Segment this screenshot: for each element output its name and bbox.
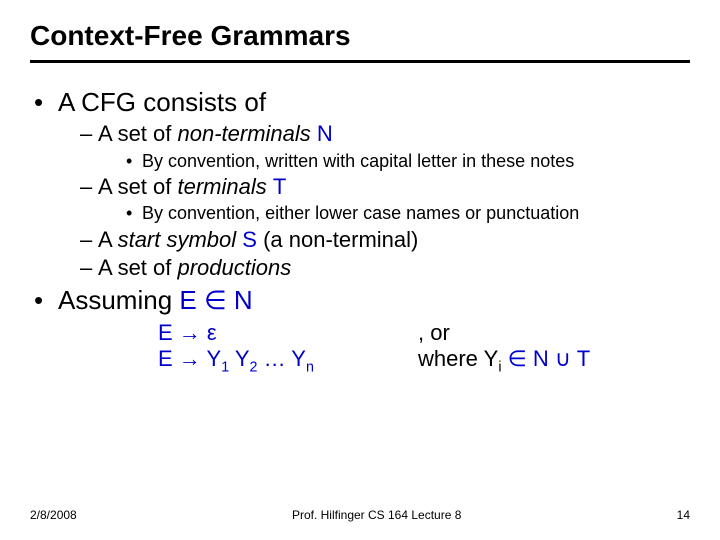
slide-footer: 2/8/2008 Prof. Hilfinger CS 164 Lecture … <box>30 508 690 522</box>
text: A <box>98 227 118 252</box>
symbol-N: N <box>317 121 333 146</box>
slide-title: Context-Free Grammars <box>30 20 690 63</box>
text: (a non-terminal) <box>257 227 418 252</box>
note-terminals: By convention, either lower case names o… <box>126 201 690 225</box>
arrow-icon: → <box>179 320 201 345</box>
expr-E: E <box>179 285 204 315</box>
text: Assuming <box>58 285 179 315</box>
where-text: where Y <box>418 346 498 371</box>
y1: Y <box>201 346 221 371</box>
em-text: start symbol <box>118 227 243 252</box>
production-row-1: E → ε , or <box>158 320 690 346</box>
set-N: N <box>533 346 555 371</box>
footer-page-number: 14 <box>677 508 690 522</box>
prod-lhs: E <box>158 320 179 345</box>
in-symbol: ∈ <box>204 285 227 315</box>
symbol-T: T <box>273 174 286 199</box>
em-text: terminals <box>178 174 273 199</box>
prod-tail: , or <box>418 320 450 346</box>
bullet-productions: A set of productions <box>80 254 690 283</box>
prod-lhs: E <box>158 346 179 371</box>
footer-center: Prof. Hilfinger CS 164 Lecture 8 <box>77 508 677 522</box>
bullet-cfg-consists: A CFG consists of A set of non-terminals… <box>30 87 690 283</box>
content-list: A CFG consists of A set of non-terminals… <box>30 87 690 375</box>
arrow-icon: → <box>179 346 201 371</box>
slide: Context-Free Grammars A CFG consists of … <box>0 0 720 540</box>
bullet-assuming: Assuming E ∈ N E → ε , or E → Y1 Y2 … Yn… <box>30 285 690 375</box>
y2: Y <box>229 346 249 371</box>
set-T: T <box>571 346 590 371</box>
symbol-S: S <box>242 227 257 252</box>
sub-1: 1 <box>221 359 229 375</box>
em-text: productions <box>178 255 292 280</box>
sub-n: n <box>306 359 314 375</box>
union-icon: ∪ <box>555 346 571 371</box>
text: A set of <box>98 255 178 280</box>
yn: … Y <box>257 346 306 371</box>
bullet-nonterminals: A set of non-terminals N By convention, … <box>80 120 690 173</box>
production-block: E → ε , or E → Y1 Y2 … Yn where Yi ∈ N ∪… <box>158 320 690 375</box>
em-text: non-terminals <box>178 121 317 146</box>
footer-date: 2/8/2008 <box>30 508 77 522</box>
text: A set of <box>98 174 178 199</box>
expr-N: N <box>227 285 253 315</box>
note-nonterminals: By convention, written with capital lett… <box>126 149 690 173</box>
bullet-terminals: A set of terminals T By convention, eith… <box>80 173 690 226</box>
production-row-2: E → Y1 Y2 … Yn where Yi ∈ N ∪ T <box>158 346 690 375</box>
text: A CFG consists of <box>58 87 266 117</box>
in-symbol: ∈ <box>502 346 533 371</box>
prod-where: where Yi ∈ N ∪ T <box>418 346 590 375</box>
prod-rhs: ε <box>201 320 217 345</box>
text: A set of <box>98 121 178 146</box>
bullet-start-symbol: A start symbol S (a non-terminal) <box>80 226 690 255</box>
